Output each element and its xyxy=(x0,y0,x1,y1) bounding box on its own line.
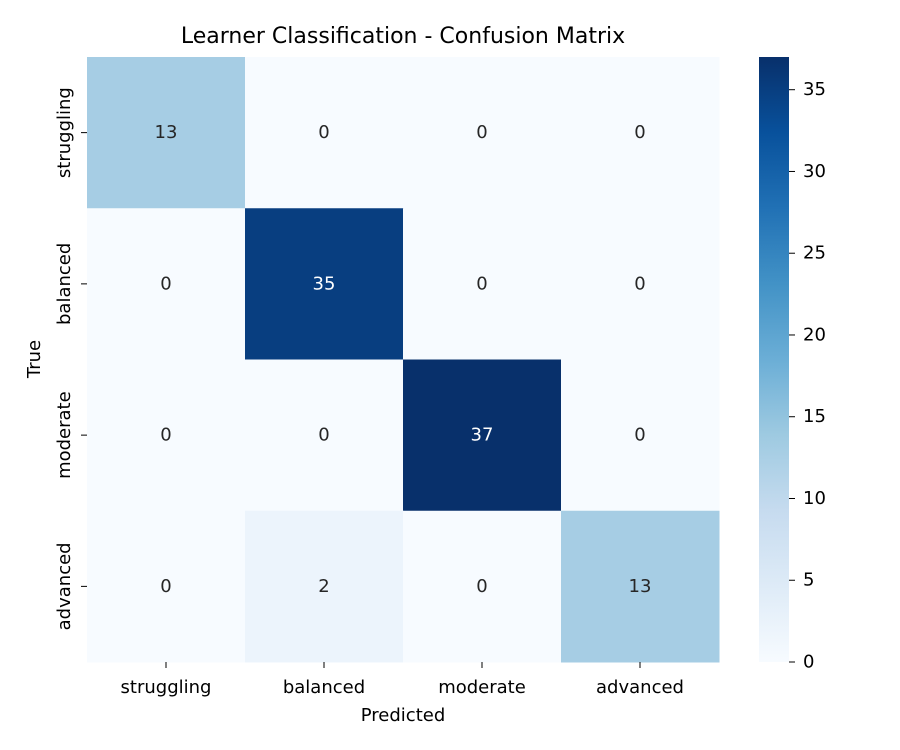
heatmap-cell xyxy=(245,510,404,663)
heatmap-cell xyxy=(561,359,720,512)
y-axis-ticks: struggling balanced moderate advanced xyxy=(54,87,87,630)
heatmap-cell xyxy=(403,510,562,663)
cell-value-label: 0 xyxy=(160,273,171,294)
cell-value-label: 2 xyxy=(318,576,329,597)
cell-value-label: 0 xyxy=(634,122,645,143)
heatmap-cell xyxy=(403,208,562,360)
x-tick-label: moderate xyxy=(438,677,526,698)
heatmap-cell xyxy=(403,57,562,209)
colorbar-tick-label: 15 xyxy=(803,406,826,427)
cell-value-label: 0 xyxy=(634,425,645,446)
heatmap-cell xyxy=(245,359,404,512)
x-tick-label: advanced xyxy=(596,677,684,698)
cell-value-label: 13 xyxy=(155,122,178,143)
heatmap-cells: 13 0 0 0 0 35 0 0 0 0 37 0 0 2 0 13 xyxy=(87,57,720,663)
x-axis-label: Predicted xyxy=(361,705,446,726)
cell-value-label: 0 xyxy=(318,122,329,143)
cell-value-label: 35 xyxy=(313,273,336,294)
colorbar-tick-label: 20 xyxy=(803,324,826,345)
heatmap-cell xyxy=(87,57,246,209)
heatmap-cell xyxy=(87,510,246,663)
cell-value-label: 0 xyxy=(476,122,487,143)
cell-value-label: 0 xyxy=(476,576,487,597)
heatmap-cell xyxy=(87,208,246,360)
heatmap-cell xyxy=(245,57,404,209)
colorbar-tick-label: 10 xyxy=(803,488,826,509)
cell-value-label: 0 xyxy=(160,425,171,446)
y-tick-label: balanced xyxy=(54,243,75,325)
cell-value-label: 0 xyxy=(318,425,329,446)
y-tick-label: struggling xyxy=(54,87,75,178)
colorbar-tick-label: 30 xyxy=(803,161,826,182)
y-tick-label: advanced xyxy=(54,542,75,630)
heatmap-cell xyxy=(87,359,246,512)
cell-value-label: 37 xyxy=(471,425,494,446)
cell-value-label: 0 xyxy=(634,273,645,294)
heatmap-cell xyxy=(561,57,720,209)
x-tick-label: struggling xyxy=(121,677,212,698)
colorbar-ticks: 0 5 10 15 20 25 30 35 xyxy=(789,79,826,673)
x-tick-label: balanced xyxy=(283,677,365,698)
cell-value-label: 0 xyxy=(476,273,487,294)
heatmap-cell xyxy=(403,359,562,512)
heatmap-cell xyxy=(245,208,404,360)
colorbar-tick-label: 25 xyxy=(803,243,826,264)
heatmap-cell xyxy=(561,510,720,663)
heatmap-cell xyxy=(561,208,720,360)
colorbar-tick-label: 0 xyxy=(803,652,814,673)
chart-title: Learner Classification - Confusion Matri… xyxy=(181,24,625,49)
y-axis-label: True xyxy=(24,340,45,379)
colorbar-tick-label: 5 xyxy=(803,570,814,591)
cell-value-label: 0 xyxy=(160,576,171,597)
x-axis-ticks: struggling balanced moderate advanced xyxy=(121,662,684,698)
y-tick-label: moderate xyxy=(54,391,75,479)
colorbar-tick-label: 35 xyxy=(803,79,826,100)
cell-value-label: 13 xyxy=(629,576,652,597)
colorbar xyxy=(759,57,789,662)
